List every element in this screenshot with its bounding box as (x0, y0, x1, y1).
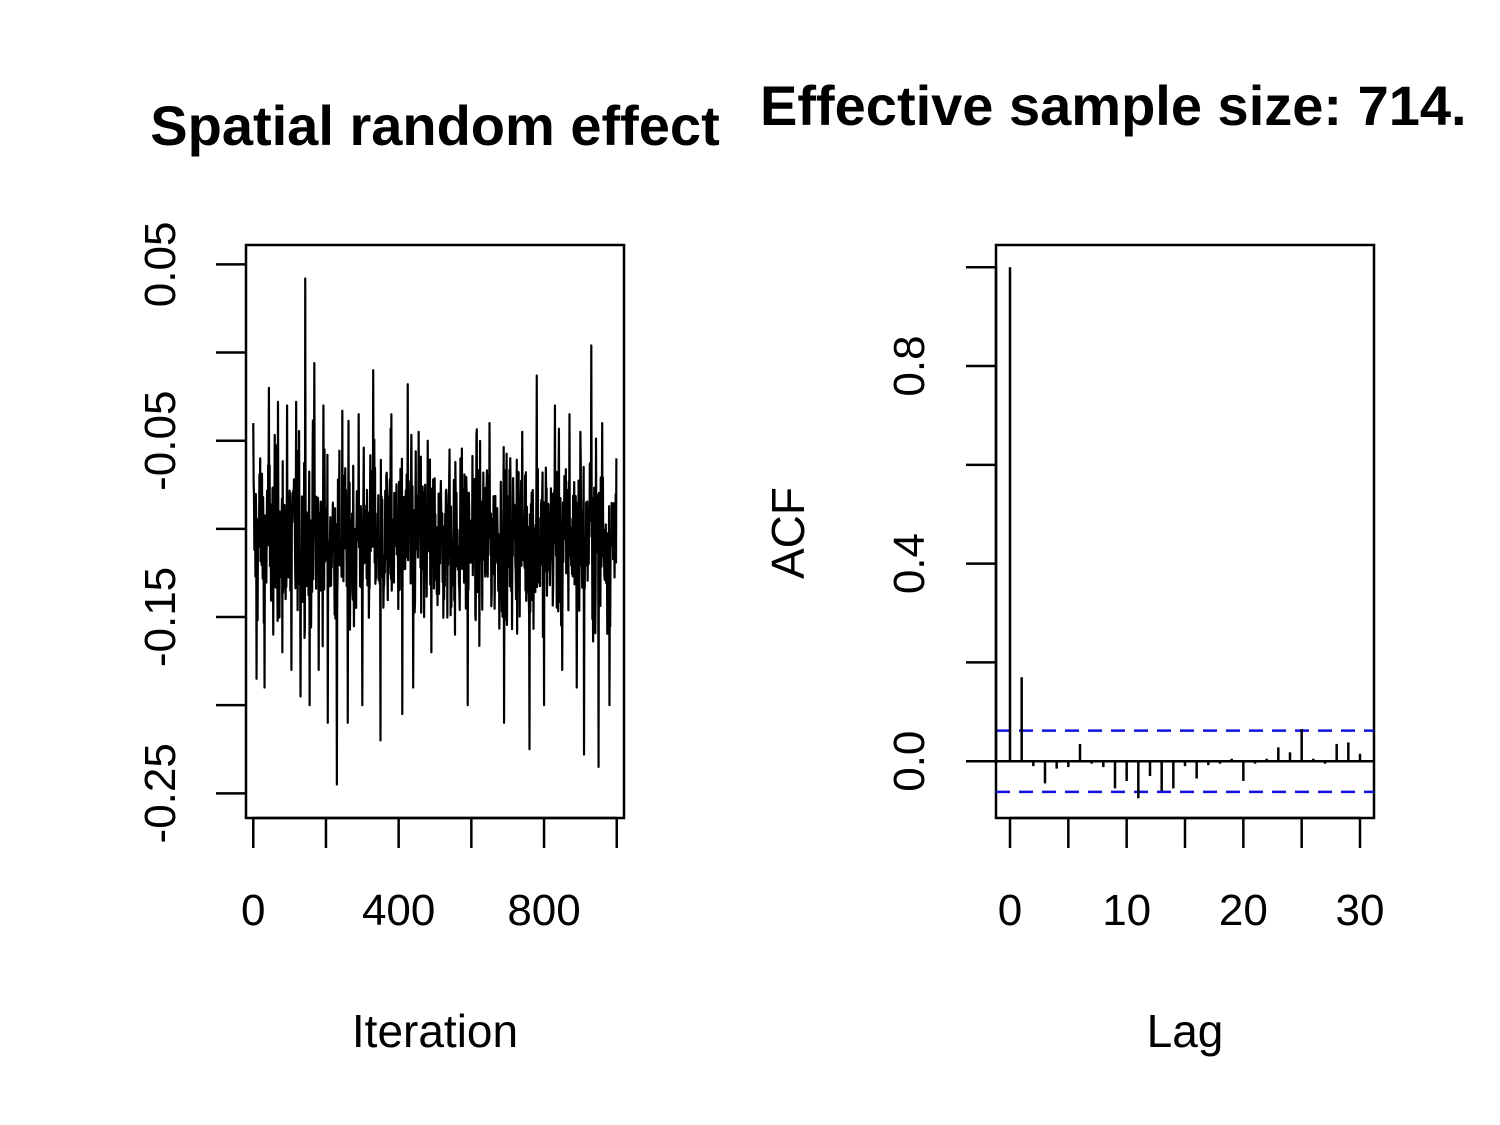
acf-y-tick-label: 0.8 (885, 335, 934, 396)
acf-y-tick-label: 0.4 (885, 533, 934, 594)
acf-plot-panel: Effective sample size: 714. 0 10 20 30 0.00… (760, 74, 1467, 1057)
trace-plot-panel: Spatial random effect 0 400 800 -0.25 -0.15… (136, 94, 720, 1057)
acf-bars (996, 267, 1374, 799)
acf-x-tick-label: 30 (1336, 886, 1385, 935)
acf-x-tick-label: 0 (998, 886, 1022, 935)
trace-y-tick-label: -0.15 (136, 567, 185, 667)
trace-y-tick-label: 0.05 (136, 222, 185, 308)
acf-x-tick-label: 10 (1102, 886, 1151, 935)
trace-x-tick-label: 800 (507, 886, 580, 935)
trace-y-tick-label: -0.25 (136, 743, 185, 843)
trace-y-axis: -0.25 -0.15 -0.05 0.05 (136, 222, 246, 843)
trace-lines (252, 277, 618, 786)
trace-x-axis-label: Iteration (352, 1005, 518, 1057)
trace-x-axis: 0 400 800 (241, 816, 618, 935)
acf-y-tick-label: 0.0 (885, 731, 934, 792)
acf-plot-frame (994, 243, 1376, 820)
acf-x-axis-label: Lag (1147, 1005, 1224, 1057)
trace-series-line (252, 277, 618, 786)
acf-x-axis: 0 10 20 30 (998, 816, 1385, 935)
acf-y-axis: 0.0 0.4 0.8 (885, 265, 998, 792)
trace-x-tick-label: 0 (241, 886, 265, 935)
acf-x-tick-label: 20 (1219, 886, 1268, 935)
acf-plot-title: Effective sample size: 714. (760, 74, 1467, 137)
trace-x-tick-label: 400 (362, 886, 435, 935)
trace-y-tick-label: -0.05 (136, 391, 185, 491)
trace-plot-title: Spatial random effect (150, 94, 719, 157)
acf-y-axis-label: ACF (762, 487, 814, 579)
